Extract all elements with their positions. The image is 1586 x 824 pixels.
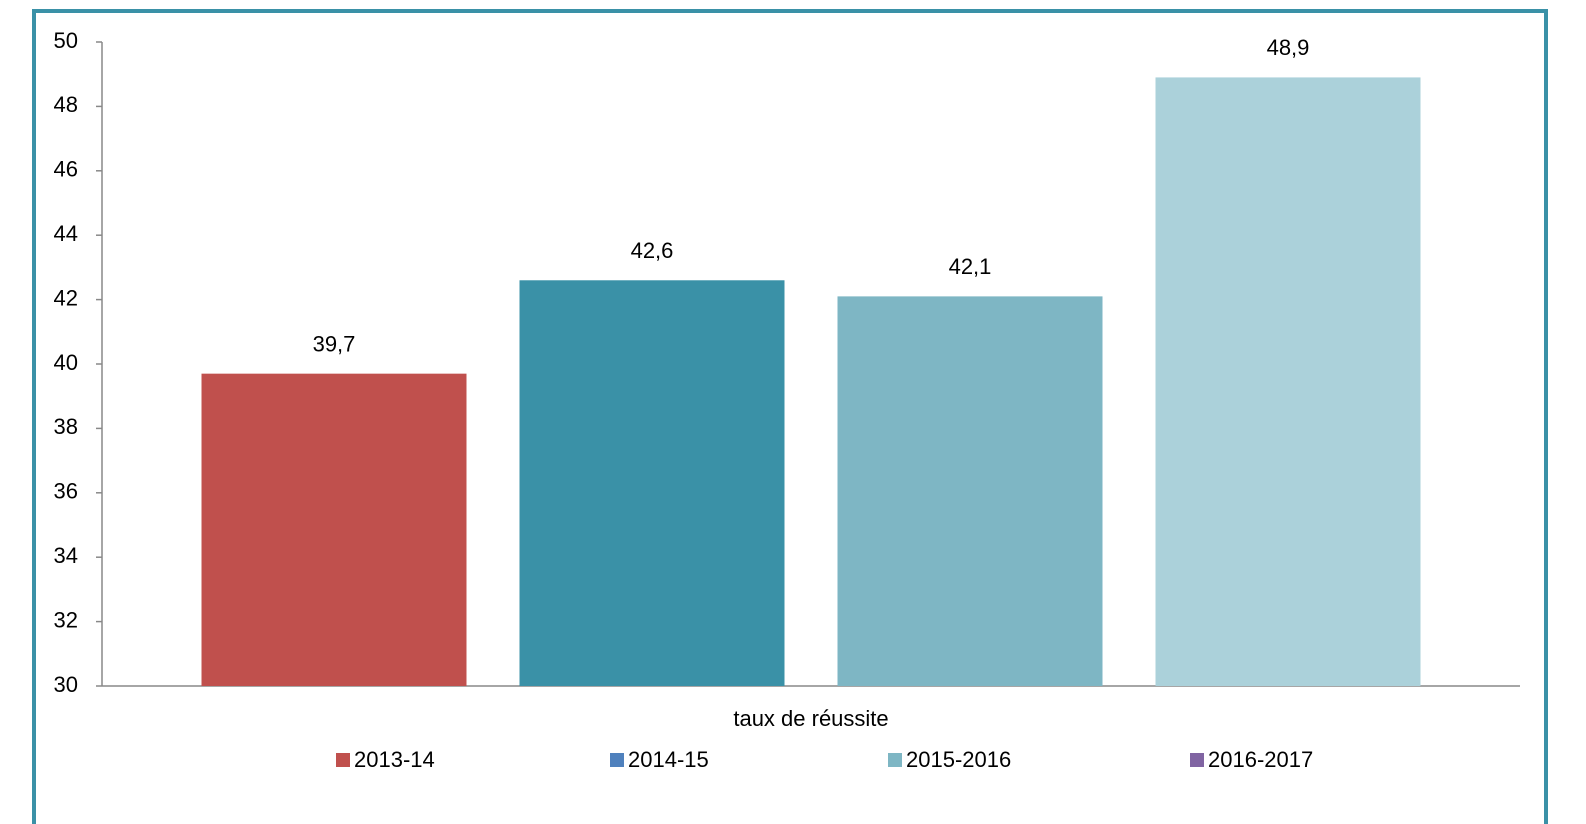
data-label: 39,7 xyxy=(313,331,356,356)
bar xyxy=(519,280,785,686)
y-tick-label: 42 xyxy=(54,285,78,310)
data-label: 42,1 xyxy=(949,254,992,279)
bar xyxy=(837,296,1103,686)
y-tick-label: 44 xyxy=(54,221,78,246)
x-tick-label: taux de réussite xyxy=(733,706,888,731)
y-tick-label: 30 xyxy=(54,672,78,697)
bar xyxy=(1155,77,1421,687)
y-tick-label: 50 xyxy=(54,28,78,53)
legend-label: 2014-15 xyxy=(628,747,709,772)
data-label: 48,9 xyxy=(1267,35,1310,60)
data-label: 42,6 xyxy=(631,238,674,263)
y-tick-label: 46 xyxy=(54,157,78,182)
bar xyxy=(201,373,467,686)
legend-swatch xyxy=(336,753,350,767)
y-tick-label: 38 xyxy=(54,414,78,439)
y-tick-label: 32 xyxy=(54,607,78,632)
legend-swatch xyxy=(1190,753,1204,767)
y-tick-label: 36 xyxy=(54,479,78,504)
legend-label: 2013-14 xyxy=(354,747,435,772)
y-tick-label: 34 xyxy=(54,543,78,568)
legend-label: 2015-2016 xyxy=(906,747,1011,772)
y-tick-label: 40 xyxy=(54,350,78,375)
legend-swatch xyxy=(610,753,624,767)
legend-label: 2016-2017 xyxy=(1208,747,1313,772)
y-tick-label: 48 xyxy=(54,92,78,117)
legend-swatch xyxy=(888,753,902,767)
